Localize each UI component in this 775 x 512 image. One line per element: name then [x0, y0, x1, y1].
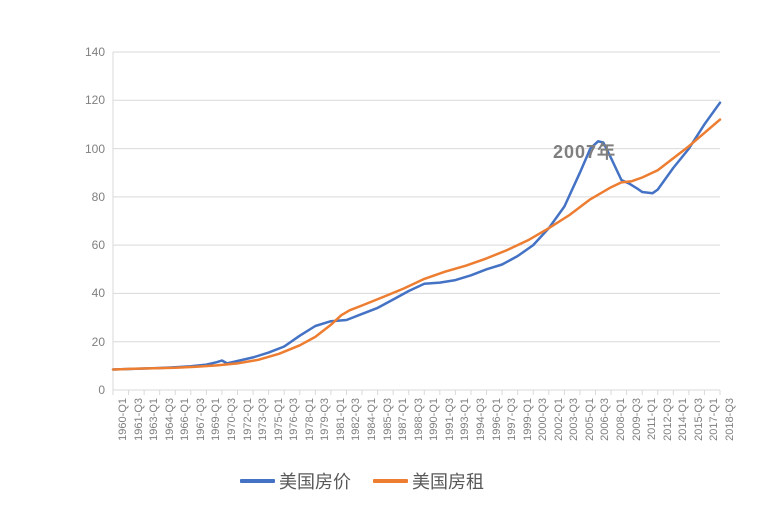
x-tick-label: 1988-Q3	[413, 398, 425, 441]
x-tick-label: 1984-Q1	[366, 398, 378, 441]
x-tick-label: 1972-Q1	[242, 398, 254, 441]
x-tick-label: 1964-Q3	[164, 398, 176, 441]
x-tick-label: 1969-Q1	[210, 398, 222, 441]
x-tick-label: 1996-Q1	[491, 398, 503, 441]
legend-swatch	[240, 479, 275, 483]
x-tick-label: 1982-Q3	[350, 398, 362, 441]
x-tick-label: 1960-Q1	[117, 398, 129, 441]
x-tick-label: 2011-Q1	[646, 398, 658, 440]
legend-item: 美国房租	[373, 468, 484, 494]
y-tick-label: 120	[0, 93, 105, 107]
series-line	[113, 120, 720, 370]
legend: 美国房价 美国房租	[240, 468, 484, 494]
x-tick-label: 2006-Q3	[599, 398, 611, 441]
x-tick-label: 1997-Q3	[506, 398, 518, 441]
x-tick-label: 2012-Q3	[662, 398, 674, 441]
x-tick-label: 2017-Q1	[708, 398, 720, 441]
x-tick-label: 1993-Q1	[459, 398, 471, 441]
x-tick-label: 1975-Q1	[273, 398, 285, 441]
x-tick-label: 1970-Q3	[226, 398, 238, 441]
x-tick-label: 2003-Q3	[568, 398, 580, 441]
y-tick-label: 100	[0, 142, 105, 156]
x-tick-label: 2008-Q1	[615, 398, 627, 441]
series-line	[113, 103, 720, 370]
x-tick-label: 2014-Q1	[677, 398, 689, 441]
x-tick-label: 1979-Q3	[319, 398, 331, 441]
x-tick-label: 1966-Q1	[179, 398, 191, 441]
x-tick-label: 1987-Q1	[397, 398, 409, 441]
x-tick-label: 1985-Q3	[382, 398, 394, 441]
x-tick-label: 1976-Q3	[288, 398, 300, 441]
x-tick-label: 2009-Q3	[631, 398, 643, 441]
x-tick-label: 2002-Q1	[553, 398, 565, 441]
x-tick-label: 1994-Q3	[475, 398, 487, 441]
legend-item: 美国房价	[240, 468, 351, 494]
x-tick-label: 1963-Q1	[148, 398, 160, 441]
legend-label: 美国房价	[279, 468, 351, 494]
x-tick-label: 2018-Q3	[724, 398, 736, 441]
x-tick-label: 1981-Q1	[335, 398, 347, 441]
x-tick-label: 1978-Q1	[304, 398, 316, 441]
y-tick-label: 60	[0, 238, 105, 252]
x-tick-label: 1991-Q3	[444, 398, 456, 441]
x-tick-label: 2015-Q3	[693, 398, 705, 441]
x-tick-label: 2005-Q1	[584, 398, 596, 441]
line-chart: 0 20 40 60 80 100 120 140 1960-Q1 1961-Q31963-Q1…	[0, 0, 775, 512]
y-tick-label: 140	[0, 45, 105, 59]
y-tick-label: 0	[0, 383, 105, 397]
x-tick-label: 1999-Q1	[522, 398, 534, 441]
x-tick-label: 1990-Q1	[428, 398, 440, 441]
legend-label: 美国房租	[412, 468, 484, 494]
y-tick-label: 80	[0, 190, 105, 204]
annotation-2007: 2007年	[553, 138, 616, 164]
x-tick-label: 2000-Q3	[537, 398, 549, 441]
x-tick-label: 1973-Q3	[257, 398, 269, 441]
y-tick-label: 20	[0, 335, 105, 349]
x-tick-label: 1961-Q3	[133, 398, 145, 441]
legend-swatch	[373, 479, 408, 483]
y-tick-label: 40	[0, 286, 105, 300]
x-tick-label: 1967-Q3	[195, 398, 207, 441]
